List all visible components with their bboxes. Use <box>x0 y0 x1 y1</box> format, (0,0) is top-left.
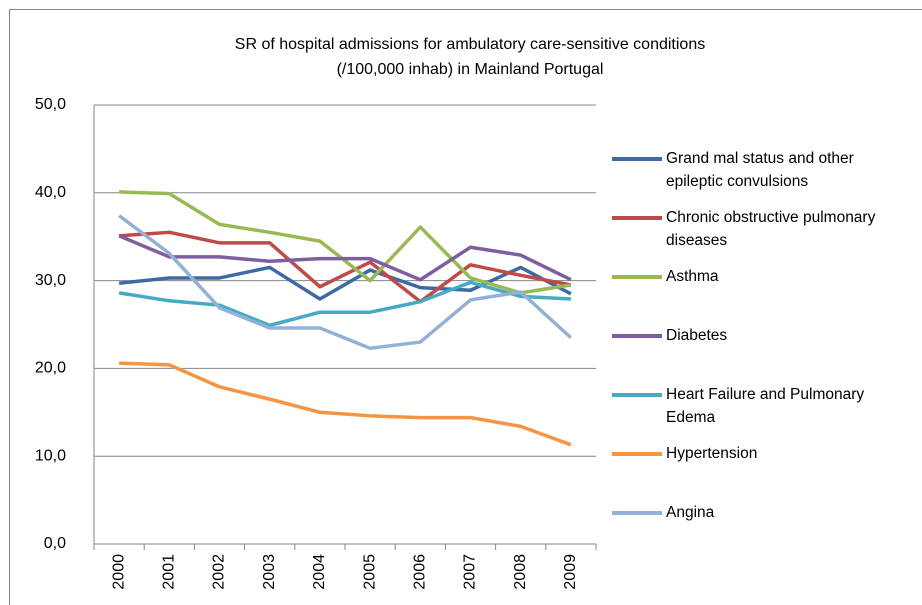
legend-label: Chronic obstructive pulmonary diseases <box>666 209 876 249</box>
legend-entry: Angina <box>612 501 912 524</box>
y-tick-label: 20,0 <box>35 360 66 377</box>
legend-label: Asthma <box>666 268 719 285</box>
x-tick-label: 2005 <box>361 554 378 590</box>
legend-label: Grand mal status and other epileptic con… <box>666 150 854 190</box>
legend-label: Angina <box>666 504 715 521</box>
y-tick-label: 50,0 <box>35 96 66 113</box>
legend-entry: Diabetes <box>612 324 912 347</box>
legend-label: Diabetes <box>666 327 728 344</box>
x-tick-label: 2009 <box>562 554 579 590</box>
x-tick-label: 2000 <box>110 554 127 590</box>
series-line <box>119 361 572 447</box>
x-tick-label: 2006 <box>412 554 429 590</box>
legend-entry: Heart Failure and Pulmonary Edema <box>612 383 912 429</box>
y-tick-label: 0,0 <box>44 535 66 552</box>
x-tick-label: 2004 <box>311 554 328 590</box>
legend-entry: Asthma <box>612 265 912 288</box>
series-line <box>119 190 572 295</box>
x-tick-label: 2007 <box>462 554 479 590</box>
series-line <box>118 265 572 301</box>
legend-swatch <box>612 393 662 397</box>
legend-entry: Chronic obstructive pulmonary diseases <box>612 206 912 252</box>
legend-swatch <box>612 157 662 161</box>
chart-frame <box>9 9 922 605</box>
series-line <box>118 230 572 304</box>
x-tick-label: 2008 <box>512 554 529 590</box>
legend-swatch <box>612 333 662 338</box>
y-tick-label: 40,0 <box>35 184 66 201</box>
chart-subtitle: (/100,000 inhab) in Mainland Portugal <box>337 61 604 78</box>
series-line <box>118 234 572 282</box>
x-tick-label: 2002 <box>211 554 228 590</box>
x-tick-label: 2001 <box>161 554 178 590</box>
legend-label: Hypertension <box>666 445 758 462</box>
legend-swatch <box>612 216 662 220</box>
y-tick-label: 30,0 <box>35 272 66 289</box>
legend-entry: Grand mal status and other epileptic con… <box>612 147 912 193</box>
series-line <box>118 280 571 328</box>
legend-swatch <box>612 274 662 279</box>
chart-title: SR of hospital admissions for ambulatory… <box>235 36 705 53</box>
x-tick-label: 2003 <box>261 554 278 590</box>
legend-entry: Hypertension <box>612 442 912 465</box>
legend-label: Heart Failure and Pulmonary Edema <box>666 386 865 426</box>
legend-swatch <box>612 451 662 456</box>
series-line <box>118 214 573 350</box>
y-tick-label: 10,0 <box>35 447 66 464</box>
legend-swatch <box>612 510 662 515</box>
